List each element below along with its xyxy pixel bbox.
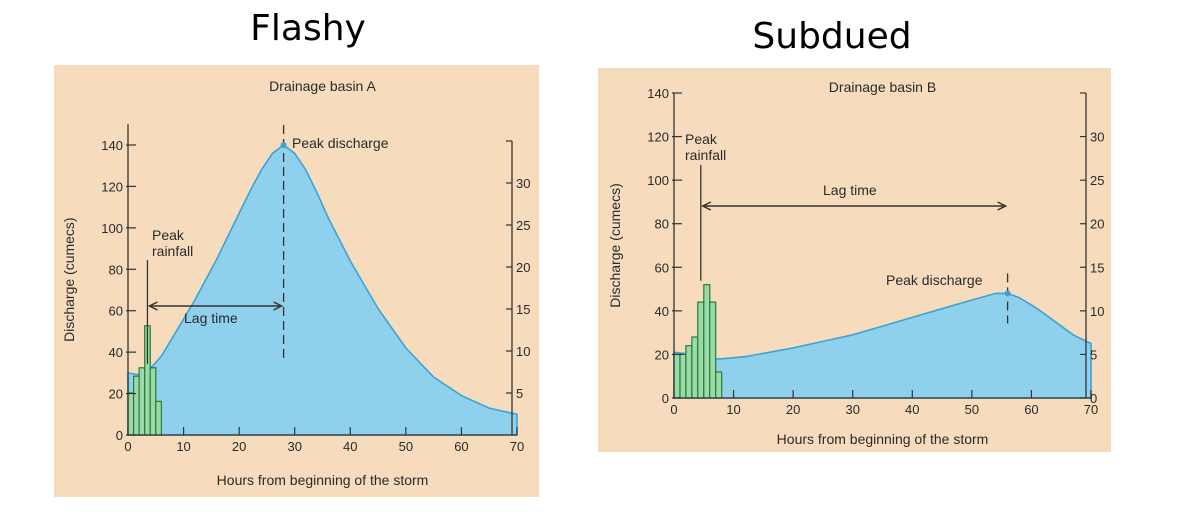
- x-tick-label: 50: [399, 439, 413, 454]
- y-tick-label: 60: [655, 260, 669, 275]
- y-tick-label: 100: [101, 221, 123, 236]
- y-tick-label: 120: [647, 130, 669, 145]
- discharge-area: [127, 144, 518, 436]
- rainfall-bar: [673, 353, 681, 399]
- lag-arrowhead-left: [701, 201, 712, 211]
- rainfall-bar: [679, 353, 687, 399]
- x-tick-label: 40: [905, 402, 919, 417]
- x-tick-label: 60: [1024, 402, 1038, 417]
- right-tick-label: 10: [1090, 304, 1104, 319]
- rainfall-bar: [691, 336, 699, 399]
- x-tick-label: 10: [726, 402, 740, 417]
- y-axis-label: Discharge (cumecs): [61, 217, 77, 341]
- chart-panel-flashy: Drainage basin A 0 20 40 60 80 100 120 140 0 10 20 3…: [54, 65, 539, 497]
- right-tick-label: 15: [1090, 260, 1104, 275]
- right-tick-label: 30: [516, 176, 530, 191]
- y-tick-label: 40: [655, 304, 669, 319]
- peak-discharge-point: [280, 142, 287, 148]
- x-tick-label: 10: [176, 439, 190, 454]
- x-tick-label: 0: [670, 402, 677, 417]
- y-tick-label: 100: [647, 173, 669, 188]
- y-tick-label: 0: [116, 428, 123, 443]
- lag-arrowhead-right: [273, 301, 284, 311]
- y-tick-label: 120: [101, 179, 123, 194]
- y-tick-label: 40: [109, 345, 123, 360]
- x-tick-label: 50: [965, 402, 979, 417]
- rainfall-bar: [149, 367, 157, 436]
- y-tick-label: 140: [647, 86, 669, 101]
- y-tick-label: 0: [662, 391, 669, 406]
- y-tick-label: 80: [109, 262, 123, 277]
- rainfall-bar: [715, 371, 723, 399]
- x-tick-label: 20: [232, 439, 246, 454]
- y-tick-label: 20: [109, 387, 123, 402]
- y-tick-label: 60: [109, 304, 123, 319]
- hydrograph-basin-a: Drainage basin A 0 20 40 60 80 100 120 140 0 10 20 3…: [61, 78, 530, 488]
- rainfall-bar: [685, 345, 693, 399]
- discharge-area: [673, 292, 1092, 399]
- peak-discharge-point: [1004, 290, 1011, 297]
- x-tick-label: 0: [124, 439, 131, 454]
- x-tick-label: 40: [343, 439, 357, 454]
- rainfall-bar: [155, 400, 163, 436]
- x-tick-label: 20: [786, 402, 800, 417]
- x-axis-label: Hours from beginning of the storm: [217, 472, 429, 488]
- y-axis-label: Discharge (cumecs): [607, 183, 623, 307]
- x-tick-label: 70: [510, 439, 524, 454]
- lag-time-label: Lag time: [184, 310, 238, 326]
- peak-rainfall-label-line2: rainfall: [152, 243, 193, 259]
- chart-title: Drainage basin B: [829, 79, 936, 95]
- peak-rainfall-label-line2: rainfall: [685, 147, 726, 163]
- right-tick-label: 0: [1090, 391, 1097, 406]
- chart-title: Drainage basin A: [269, 78, 376, 94]
- x-tick-label: 60: [454, 439, 468, 454]
- right-tick-label: 25: [1090, 173, 1104, 188]
- y-tick-label: 20: [655, 347, 669, 362]
- flashy-heading: Flashy: [250, 8, 366, 49]
- right-tick-label: 20: [1090, 217, 1104, 232]
- right-tick-label: 30: [1090, 130, 1104, 145]
- lag-arrowhead-left: [147, 301, 158, 311]
- x-tick-label: 30: [845, 402, 859, 417]
- subdued-heading: Subdued: [752, 16, 912, 57]
- lag-time-label: Lag time: [823, 182, 877, 198]
- right-tick-label: 20: [516, 260, 530, 275]
- rainfall-bar: [138, 367, 146, 436]
- right-tick-label: 5: [516, 386, 523, 401]
- rainfall-bar: [132, 375, 140, 436]
- y-tick-label: 140: [101, 138, 123, 153]
- peak-discharge-label: Peak discharge: [292, 135, 389, 151]
- right-tick-label: 5: [1090, 347, 1097, 362]
- y-tick-label: 80: [655, 217, 669, 232]
- rainfall-bar: [703, 284, 711, 399]
- right-tick-label: 10: [516, 344, 530, 359]
- right-tick-label: 25: [516, 218, 530, 233]
- rainfall-bar: [127, 392, 135, 436]
- right-tick-label: 15: [516, 302, 530, 317]
- x-tick-label: 30: [287, 439, 301, 454]
- lag-arrowhead-right: [997, 201, 1008, 211]
- x-tick-label: 70: [1084, 402, 1098, 417]
- peak-discharge-label: Peak discharge: [886, 272, 983, 288]
- rainfall-bar: [709, 301, 717, 399]
- peak-rainfall-label: Peak: [152, 227, 185, 243]
- peak-rainfall-label: Peak: [685, 131, 718, 147]
- rainfall-bar: [697, 301, 705, 399]
- chart-panel-subdued: Drainage basin B 0 20 40 60 80 100 120 140 0 10 20 3…: [598, 68, 1111, 452]
- x-axis-label: Hours from beginning of the storm: [777, 431, 989, 447]
